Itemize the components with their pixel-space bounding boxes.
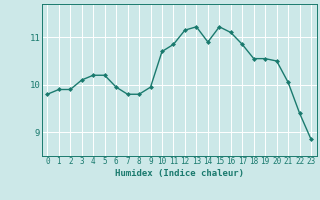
X-axis label: Humidex (Indice chaleur): Humidex (Indice chaleur) <box>115 169 244 178</box>
